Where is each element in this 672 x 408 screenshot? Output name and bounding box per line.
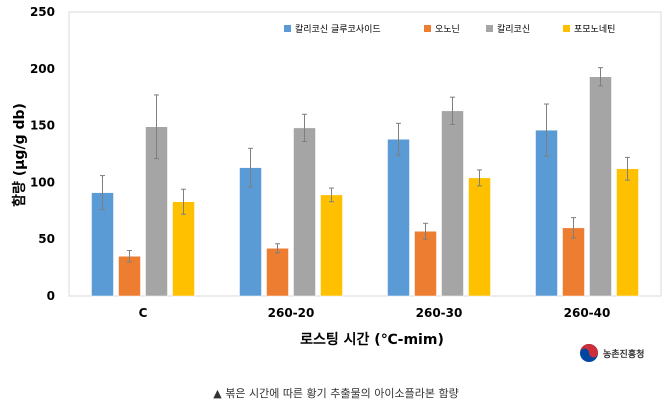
x-tick-label: 260-40	[564, 306, 611, 320]
logo-label: 농촌진흥청	[603, 349, 645, 360]
x-axis: C 260-20 260-30 260-40	[139, 306, 611, 320]
x-tick-label: 260-20	[268, 306, 315, 320]
bar	[320, 194, 343, 297]
y-tick-label: 200	[30, 62, 55, 76]
y-axis: 0 50 100 150 200 250	[30, 5, 55, 303]
bar	[387, 138, 410, 297]
bar	[616, 168, 639, 297]
y-tick-label: 150	[30, 119, 55, 133]
bar	[293, 127, 316, 297]
legend-swatch	[563, 25, 570, 32]
bar	[172, 201, 195, 297]
bar	[266, 248, 289, 297]
x-axis-title: 로스팅 시간 (℃-mim)	[300, 331, 444, 348]
bar	[414, 230, 437, 297]
bar	[468, 177, 491, 297]
y-tick-label: 0	[47, 289, 55, 303]
x-tick-label: C	[139, 306, 148, 320]
y-tick-label: 50	[38, 232, 55, 246]
bars	[91, 67, 639, 297]
legend: 칼리코신 글루코사이드 오노닌 칼리코신 포모노네틴	[284, 24, 615, 35]
legend-swatch	[424, 25, 431, 32]
y-tick-label: 250	[30, 5, 55, 19]
chart: 0 50 100 150 200 250 C 260-20 260-30 260-40 칼리코신…	[11, 5, 662, 348]
bar	[441, 110, 464, 297]
legend-label: 칼리코신	[497, 24, 530, 35]
legend-swatch	[284, 25, 291, 32]
x-tick-label: 260-30	[416, 306, 463, 320]
legend-label: 오노닌	[435, 24, 460, 35]
rda-logo: 농촌진흥청	[579, 343, 644, 363]
legend-swatch	[486, 25, 493, 32]
figure-caption: ▲ 볶은 시간에 따른 황기 추출물의 아이소플라본 함량	[213, 387, 459, 400]
bar	[589, 76, 612, 297]
y-tick-label: 100	[30, 175, 55, 189]
legend-label: 포모노네틴	[574, 24, 615, 35]
taegeuk-icon	[580, 344, 598, 362]
legend-label: 칼리코신 글루코사이드	[295, 24, 381, 35]
y-axis-title: 함량 (μg/g db)	[11, 103, 28, 207]
